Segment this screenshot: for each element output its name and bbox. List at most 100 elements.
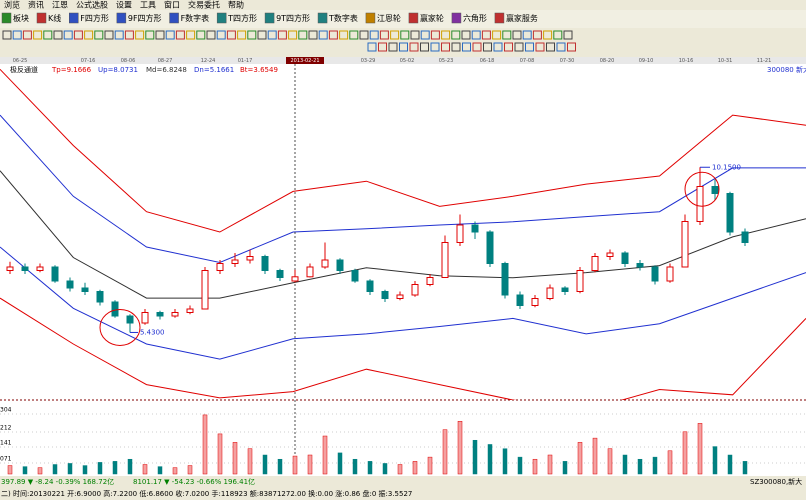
toolbar-button[interactable]: 板块 bbox=[13, 13, 29, 23]
toolbar-icon[interactable] bbox=[451, 12, 462, 24]
menu-item[interactable]: 资讯 bbox=[28, 0, 44, 10]
tool-icon[interactable] bbox=[563, 30, 573, 40]
toolbar-icon[interactable] bbox=[1, 12, 12, 24]
menu-item[interactable]: 浏览 bbox=[4, 0, 20, 10]
tool-icon[interactable] bbox=[512, 30, 522, 40]
tool-icon[interactable] bbox=[257, 30, 267, 40]
tool-icon[interactable] bbox=[53, 30, 63, 40]
tool-icon[interactable] bbox=[145, 30, 155, 40]
toolbar-button[interactable]: T数字表 bbox=[328, 13, 358, 23]
tool-icon[interactable] bbox=[186, 30, 196, 40]
tool-icon[interactable] bbox=[441, 30, 451, 40]
tool-icon[interactable] bbox=[410, 30, 420, 40]
tool-icon[interactable] bbox=[367, 42, 377, 52]
toolbar-button[interactable]: 赢家服务 bbox=[506, 13, 538, 23]
tool-icon[interactable] bbox=[43, 30, 53, 40]
toolbar-button[interactable]: 江恩轮 bbox=[377, 13, 401, 23]
menu-item[interactable]: 设置 bbox=[116, 0, 132, 10]
tool-icon[interactable] bbox=[277, 30, 287, 40]
tool-icon[interactable] bbox=[84, 30, 94, 40]
tool-icon[interactable] bbox=[94, 30, 104, 40]
toolbar-button[interactable]: T四方形 bbox=[227, 13, 257, 23]
tool-icon[interactable] bbox=[328, 30, 338, 40]
menu-item[interactable]: 江恩 bbox=[52, 1, 68, 10]
tool-icon[interactable] bbox=[349, 30, 359, 40]
tool-icon[interactable] bbox=[522, 30, 532, 40]
tool-icon[interactable] bbox=[420, 42, 429, 52]
tool-icon[interactable] bbox=[400, 30, 410, 40]
tool-icon[interactable] bbox=[359, 30, 369, 40]
toolbar-icon[interactable] bbox=[116, 12, 127, 24]
toolbar-button[interactable]: 9T四方形 bbox=[276, 13, 310, 23]
toolbar-button[interactable]: 9F四方形 bbox=[128, 13, 162, 23]
toolbar-icon[interactable] bbox=[365, 12, 376, 24]
tool-icon[interactable] bbox=[73, 30, 83, 40]
tool-icon[interactable] bbox=[532, 30, 542, 40]
tool-icon[interactable] bbox=[430, 42, 440, 52]
toolbar-icon[interactable] bbox=[494, 12, 505, 24]
tool-icon[interactable] bbox=[399, 42, 408, 52]
tool-icon[interactable] bbox=[379, 30, 389, 40]
tool-icon[interactable] bbox=[441, 42, 450, 52]
tool-icon[interactable] bbox=[514, 42, 524, 52]
tool-icon[interactable] bbox=[546, 42, 555, 52]
tool-icon[interactable] bbox=[472, 42, 482, 52]
toolbar-icon[interactable] bbox=[36, 12, 47, 24]
tool-icon[interactable] bbox=[247, 30, 257, 40]
tool-icon[interactable] bbox=[104, 30, 114, 40]
tool-icon[interactable] bbox=[461, 30, 471, 40]
tool-icon[interactable] bbox=[493, 42, 503, 52]
toolbar-icon[interactable] bbox=[317, 12, 328, 24]
toolbar-icon[interactable] bbox=[169, 12, 179, 24]
tool-icon[interactable] bbox=[504, 42, 513, 52]
tool-icon[interactable] bbox=[288, 30, 298, 40]
tool-icon[interactable] bbox=[553, 30, 563, 40]
tool-icon[interactable] bbox=[12, 30, 22, 40]
toolbar-button[interactable]: 六角形 bbox=[463, 13, 487, 23]
tool-icon[interactable] bbox=[535, 42, 545, 52]
toolbar-icon[interactable] bbox=[216, 12, 227, 24]
tool-icon[interactable] bbox=[462, 42, 471, 52]
toolbar-icon[interactable] bbox=[69, 12, 79, 24]
tool-icon[interactable] bbox=[267, 30, 277, 40]
tool-icon[interactable] bbox=[451, 42, 461, 52]
tool-icon[interactable] bbox=[451, 30, 461, 40]
menu-item[interactable]: 帮助 bbox=[228, 0, 244, 10]
tool-icon[interactable] bbox=[420, 30, 430, 40]
tool-icon[interactable] bbox=[226, 30, 236, 40]
tool-icon[interactable] bbox=[430, 30, 440, 40]
tool-icon[interactable] bbox=[318, 30, 328, 40]
toolbar-button[interactable]: 赢家轮 bbox=[420, 13, 444, 23]
tool-icon[interactable] bbox=[525, 42, 534, 52]
menu-item[interactable]: 公式选股 bbox=[76, 0, 108, 10]
tool-icon[interactable] bbox=[298, 30, 308, 40]
tool-icon[interactable] bbox=[492, 30, 502, 40]
tool-icon[interactable] bbox=[2, 30, 12, 40]
tool-icon[interactable] bbox=[308, 30, 318, 40]
tool-icon[interactable] bbox=[175, 30, 185, 40]
toolbar-button[interactable]: F四方形 bbox=[80, 13, 109, 23]
tool-icon[interactable] bbox=[567, 42, 576, 52]
tool-icon[interactable] bbox=[63, 30, 73, 40]
tool-icon[interactable] bbox=[155, 30, 165, 40]
menu-item[interactable]: 窗口 bbox=[164, 0, 180, 10]
tool-icon[interactable] bbox=[124, 30, 134, 40]
tool-icon[interactable] bbox=[502, 30, 512, 40]
tool-icon[interactable] bbox=[471, 30, 481, 40]
tool-icon[interactable] bbox=[114, 30, 124, 40]
toolbar-icon[interactable] bbox=[264, 12, 275, 24]
tool-icon[interactable] bbox=[33, 30, 43, 40]
tool-icon[interactable] bbox=[196, 30, 206, 40]
tool-icon[interactable] bbox=[378, 42, 387, 52]
toolbar-button[interactable]: K线 bbox=[48, 13, 61, 23]
tool-icon[interactable] bbox=[22, 30, 32, 40]
tool-icon[interactable] bbox=[481, 30, 491, 40]
tool-icon[interactable] bbox=[483, 42, 492, 52]
menu-item[interactable]: 工具 bbox=[140, 1, 156, 10]
tool-icon[interactable] bbox=[135, 30, 145, 40]
tool-icon[interactable] bbox=[165, 30, 175, 40]
tool-icon[interactable] bbox=[390, 30, 400, 40]
tool-icon[interactable] bbox=[556, 42, 566, 52]
tool-icon[interactable] bbox=[543, 30, 553, 40]
menu-item[interactable]: 交易委托 bbox=[188, 0, 220, 10]
